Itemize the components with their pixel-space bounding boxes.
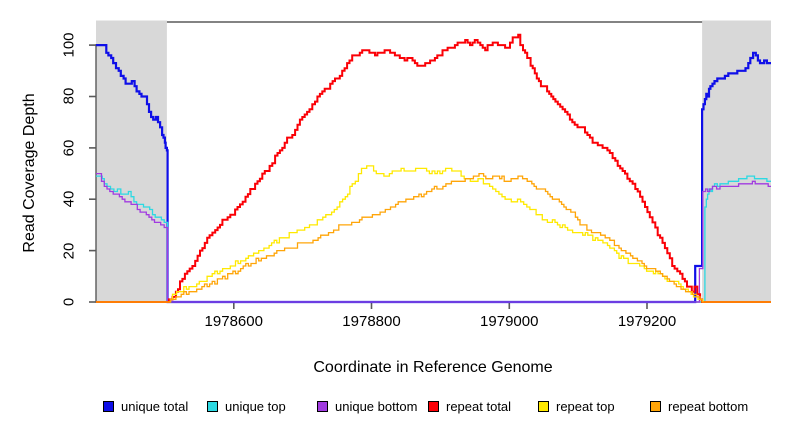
legend-item-repeat-total: repeat total — [428, 399, 511, 414]
y-tick-label: 100 — [60, 32, 78, 58]
x-tick-label: 1978600 — [204, 313, 263, 330]
unique-top-swatch-icon — [207, 401, 218, 412]
right-masked-region — [702, 20, 771, 302]
legend-label: repeat top — [556, 399, 615, 414]
legend-item-unique-bottom: unique bottom — [317, 399, 417, 414]
left-masked-region — [96, 20, 167, 302]
legend-item-unique-total: unique total — [103, 399, 188, 414]
series-repeat-bottom — [96, 172, 771, 303]
y-tick-label: 80 — [60, 88, 78, 105]
series-unique-total — [96, 44, 771, 304]
y-tick-label: 20 — [60, 242, 78, 259]
series-unique-top — [96, 175, 771, 303]
legend-item-repeat-bottom: repeat bottom — [650, 399, 748, 414]
unique-bottom-swatch-icon — [317, 401, 328, 412]
unique-total-swatch-icon — [103, 401, 114, 412]
legend-label: unique total — [121, 399, 189, 414]
legend-label: unique bottom — [335, 399, 418, 414]
y-tick-label: 40 — [60, 190, 78, 208]
y-axis-title: Read Coverage Depth — [21, 93, 38, 253]
legend-item-repeat-top: repeat top — [538, 399, 615, 414]
x-tick-label: 1978800 — [342, 313, 401, 330]
series-repeat-total — [96, 33, 771, 303]
x-tick-label: 1979000 — [480, 313, 539, 330]
y-tick-label: 0 — [60, 297, 78, 307]
y-tick-label: 60 — [60, 139, 78, 157]
legend-item-unique-top: unique top — [207, 399, 286, 414]
legend-label: unique top — [225, 399, 286, 414]
legend-label: repeat total — [446, 399, 512, 414]
legend-label: repeat bottom — [668, 399, 749, 414]
repeat-total-swatch-icon — [428, 401, 439, 412]
repeat-top-swatch-icon — [538, 401, 549, 412]
series-unique-bottom — [96, 172, 771, 303]
repeat-bottom-swatch-icon — [650, 401, 661, 412]
series-repeat-top — [96, 165, 771, 303]
x-tick-label: 1979200 — [617, 313, 677, 330]
x-axis-title: Coordinate in Reference Genome — [313, 359, 553, 376]
